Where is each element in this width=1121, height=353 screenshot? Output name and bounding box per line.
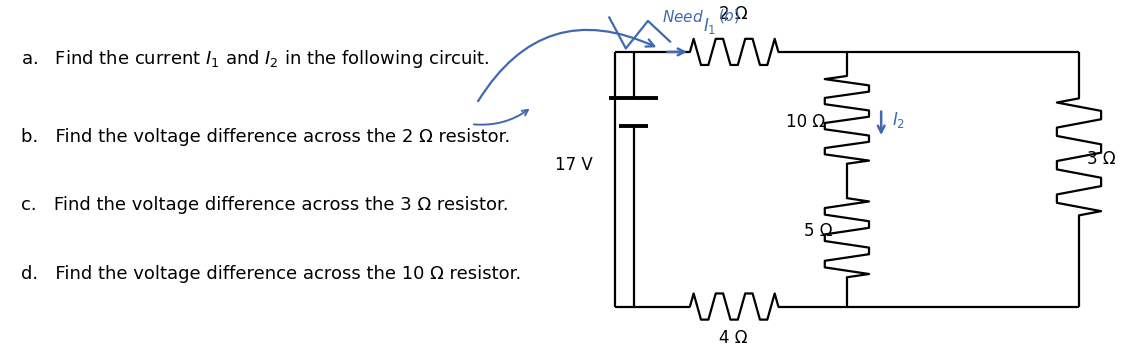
Text: 2 Ω: 2 Ω	[719, 5, 748, 23]
Text: $\mathit{Need}$: $\mathit{Need}$	[663, 9, 704, 25]
Text: 3 Ω: 3 Ω	[1086, 150, 1115, 168]
Text: d.   Find the voltage difference across the 10 Ω resistor.: d. Find the voltage difference across th…	[21, 265, 521, 283]
Text: c.   Find the voltage difference across the 3 Ω resistor.: c. Find the voltage difference across th…	[21, 196, 509, 214]
Text: $I_1$: $I_1$	[703, 16, 716, 36]
Text: a.   Find the current $I_1$ and $I_2$ in the following circuit.: a. Find the current $I_1$ and $I_2$ in t…	[21, 48, 490, 71]
Text: 5 Ω: 5 Ω	[804, 222, 833, 240]
Text: b.   Find the voltage difference across the 2 Ω resistor.: b. Find the voltage difference across th…	[21, 127, 510, 145]
Text: $I_2$: $I_2$	[892, 110, 906, 130]
Text: 4 Ω: 4 Ω	[719, 329, 748, 347]
Text: $(b)$: $(b)$	[717, 7, 740, 25]
Text: 10 Ω: 10 Ω	[786, 113, 825, 131]
Text: 17 V: 17 V	[555, 156, 593, 174]
